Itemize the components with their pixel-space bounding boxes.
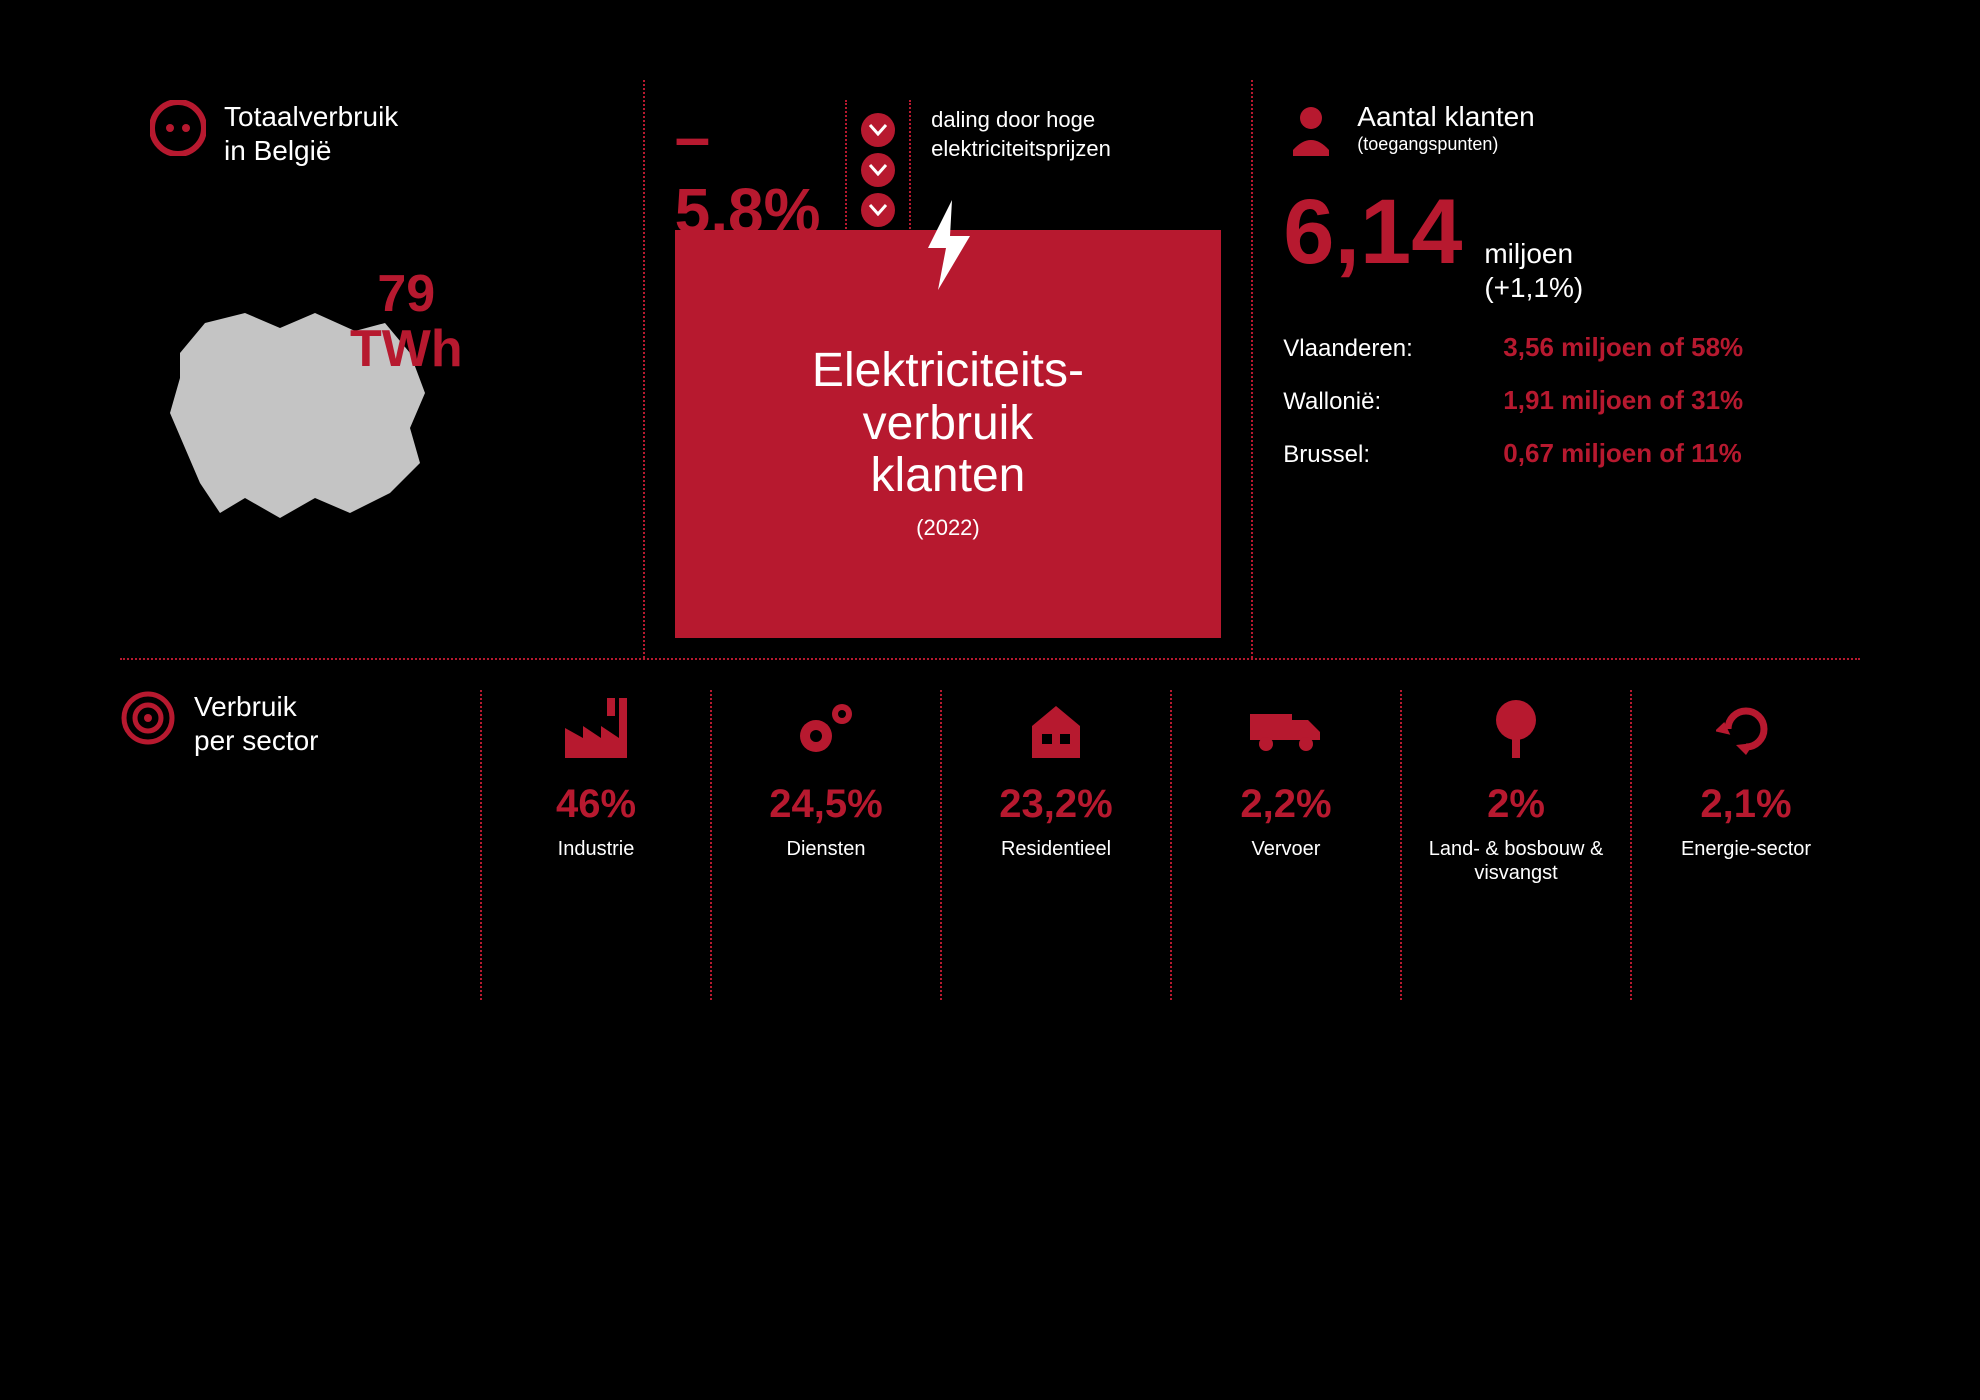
sector-name: Vervoer bbox=[1252, 837, 1321, 861]
box-title-2: verbruik bbox=[863, 397, 1034, 450]
region-value: 1,91 miljoen of 31% bbox=[1503, 385, 1743, 416]
recycle-icon bbox=[1716, 690, 1776, 768]
truck-icon bbox=[1246, 690, 1326, 768]
region-breakdown: Vlaanderen: 3,56 miljoen of 58% Wallonië… bbox=[1283, 332, 1830, 469]
sector-pct: 23,2% bbox=[999, 782, 1112, 827]
sector-industry: 46% Industrie bbox=[480, 690, 710, 1000]
region-name: Vlaanderen: bbox=[1283, 335, 1503, 363]
region-value: 3,56 miljoen of 58% bbox=[1503, 332, 1743, 363]
customers-total: 6,14 miljoen (+1,1%) bbox=[1283, 180, 1830, 304]
bottom-label: Verbruik per sector bbox=[194, 690, 319, 757]
bottom-label-1: Verbruik bbox=[194, 691, 297, 722]
left-label: Totaalverbruik in België bbox=[224, 100, 398, 167]
red-box-year: (2022) bbox=[916, 515, 980, 541]
left-label-line2: in België bbox=[224, 134, 398, 168]
box-title-1: Elektriciteits- bbox=[812, 344, 1084, 397]
percent-change: –5,8% bbox=[675, 100, 826, 248]
target-icon bbox=[120, 690, 176, 746]
right-label-sub: (toegangspunten) bbox=[1357, 134, 1534, 155]
map-value: 79 TWh bbox=[350, 267, 463, 376]
factory-icon bbox=[561, 690, 631, 768]
sector-name: Land- & bosbouw & visvangst bbox=[1420, 837, 1612, 885]
left-label-line1: Totaalverbruik bbox=[224, 100, 398, 134]
red-box-title: Elektriciteits- verbruik klanten bbox=[812, 345, 1084, 503]
region-row: Vlaanderen: 3,56 miljoen of 58% bbox=[1283, 332, 1830, 363]
sector-residential: 23,2% Residentieel bbox=[940, 690, 1170, 1000]
sector-name: Diensten bbox=[787, 837, 866, 861]
sector-pct: 24,5% bbox=[769, 782, 882, 827]
chevron-down-icon bbox=[861, 193, 895, 227]
chevron-down-icon bbox=[861, 113, 895, 147]
bottom-row: Verbruik per sector 46% Industrie 24,5% … bbox=[120, 660, 1860, 1000]
sector-transport: 2,2% Vervoer bbox=[1170, 690, 1400, 1000]
right-label: Aantal klanten (toegangspunten) bbox=[1357, 100, 1534, 155]
center-red-box: Elektriciteits- verbruik klanten (2022) bbox=[675, 230, 1222, 638]
col-consumption-change: –5,8% daling door hoge elektriciteitspri… bbox=[643, 80, 1254, 658]
region-name: Brussel: bbox=[1283, 441, 1503, 469]
sector-name: Residentieel bbox=[1001, 837, 1111, 861]
person-icon bbox=[1283, 100, 1339, 156]
plug-icon bbox=[150, 100, 206, 156]
gear-icon bbox=[792, 690, 860, 768]
customers-number: 6,14 bbox=[1283, 180, 1462, 285]
sector-agriculture: 2% Land- & bosbouw & visvangst bbox=[1400, 690, 1630, 1000]
sector-pct: 2% bbox=[1487, 782, 1545, 827]
customers-unit: miljoen (+1,1%) bbox=[1484, 237, 1583, 304]
belgium-map: 79 TWh bbox=[150, 187, 613, 638]
region-value: 0,67 miljoen of 11% bbox=[1503, 438, 1741, 469]
unit-line2: (+1,1%) bbox=[1484, 272, 1583, 303]
chevron-down-icon bbox=[861, 153, 895, 187]
house-icon bbox=[1024, 690, 1088, 768]
bottom-header: Verbruik per sector bbox=[120, 690, 480, 1000]
percent-label: daling door hoge elektriciteitsprijzen bbox=[931, 100, 1221, 163]
region-row: Wallonië: 1,91 miljoen of 31% bbox=[1283, 385, 1830, 416]
sector-pct: 2,1% bbox=[1700, 782, 1791, 827]
region-name: Wallonië: bbox=[1283, 388, 1503, 416]
right-header: Aantal klanten (toegangspunten) bbox=[1283, 100, 1830, 156]
col-customers: Aantal klanten (toegangspunten) 6,14 mil… bbox=[1253, 80, 1860, 658]
sector-name: Industrie bbox=[558, 837, 635, 861]
map-value-unit: TWh bbox=[350, 320, 463, 378]
sector-services: 24,5% Diensten bbox=[710, 690, 940, 1000]
left-header: Totaalverbruik in België bbox=[150, 100, 613, 167]
bottom-label-2: per sector bbox=[194, 725, 319, 756]
unit-line1: miljoen bbox=[1484, 238, 1573, 269]
region-row: Brussel: 0,67 miljoen of 11% bbox=[1283, 438, 1830, 469]
sector-pct: 46% bbox=[556, 782, 636, 827]
infographic-root: Totaalverbruik in België 79 TWh –5,8% bbox=[120, 80, 1860, 1320]
sector-name: Energie-sector bbox=[1681, 837, 1811, 861]
tree-icon bbox=[1488, 690, 1544, 768]
sector-pct: 2,2% bbox=[1240, 782, 1331, 827]
sectors: 46% Industrie 24,5% Diensten 23,2% Resid… bbox=[480, 690, 1860, 1000]
bolt-icon bbox=[920, 200, 976, 290]
sector-energy: 2,1% Energie-sector bbox=[1630, 690, 1860, 1000]
col-total-consumption: Totaalverbruik in België 79 TWh bbox=[120, 80, 643, 658]
top-row: Totaalverbruik in België 79 TWh –5,8% bbox=[120, 80, 1860, 660]
right-label-main: Aantal klanten bbox=[1357, 100, 1534, 134]
map-value-number: 79 bbox=[377, 265, 435, 323]
box-title-3: klanten bbox=[871, 449, 1026, 502]
chevron-stack bbox=[845, 100, 911, 240]
